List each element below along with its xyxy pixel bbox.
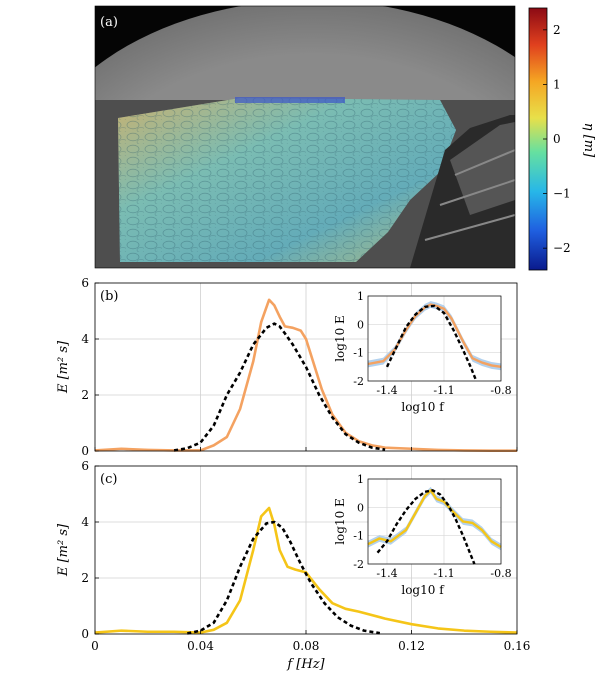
series-measured: [94, 506, 518, 634]
x-tick-label: 0: [91, 639, 99, 653]
inset-background: [368, 296, 501, 381]
y-tick-label: 6: [81, 276, 89, 290]
inset-x-label: log10 f: [401, 400, 445, 414]
x-axis-label: f [Hz]: [286, 657, 325, 672]
y-tick-label: 0: [81, 627, 89, 641]
colorbar-tick-label: 0: [553, 132, 561, 146]
x-tick-label: 0.04: [187, 639, 214, 653]
inset-x-tick-label: -1.1: [433, 384, 454, 397]
y-axis-label: E [m² s]: [56, 523, 71, 577]
inset-x-tick-label: -1.1: [433, 567, 454, 580]
inset-series-measured: [367, 489, 502, 549]
panel-tag: (b): [100, 289, 118, 304]
inset-x-tick-label: -1.4: [376, 384, 397, 397]
inset-loglog: -1.4 -1.1 -0.8 1 0 -1 -2 log10 f log10 E: [333, 473, 512, 597]
inset-y-tick-label: 0: [357, 501, 364, 514]
colorbar-tick-label: −2: [553, 241, 571, 255]
inset-x-label: log10 f: [401, 583, 445, 597]
y-tick-label: 2: [81, 571, 89, 585]
y-tick-label: 0: [81, 444, 89, 458]
inset-frame: [367, 295, 502, 382]
inset-x-tick-label: -0.8: [490, 384, 511, 397]
spectrum-plot-b: 0 2 4 6 E [m² s] (b) -1.4 -1.1 -0.8 1 0 -1 -2 log10 f…: [56, 276, 518, 458]
inset-y-tick-label: -2: [353, 375, 364, 388]
series-model: [173, 322, 386, 452]
colorbar-tick-label: 2: [553, 23, 561, 37]
inset-y-tick-label: 1: [357, 473, 364, 486]
inset-series-model: [385, 304, 478, 382]
inset-y-tick-label: -1: [353, 347, 364, 360]
colorbar-tick-label: −1: [553, 187, 571, 201]
inset-x-tick-label: -0.8: [490, 567, 511, 580]
y-tick-label: 4: [81, 332, 89, 346]
y-axis-label: E [m² s]: [56, 340, 71, 394]
colorbar-label: η [m]: [581, 123, 596, 158]
panel-a-tag: (a): [100, 15, 118, 30]
inset-frame: [367, 478, 502, 565]
inset-y-tick-label: 1: [357, 290, 364, 303]
inset-y-tick-label: 0: [357, 318, 364, 331]
spectrum-plot-c: 0 0.04 0.08 0.12 0.16 0 2 4 6 E [m² s] f [Hz] (c) -1…: [56, 459, 530, 672]
inset-y-tick-label: -2: [353, 558, 364, 571]
wave-field-image: [95, 6, 515, 268]
y-tick-label: 2: [81, 388, 89, 402]
y-tick-label: 4: [81, 515, 89, 529]
x-tick-label: 0.16: [504, 639, 531, 653]
inset-series-model: [376, 489, 476, 565]
inset-y-label: log10 E: [333, 498, 347, 545]
inset-x-tick-label: -1.4: [376, 567, 397, 580]
panel-tag: (c): [100, 472, 117, 487]
colorbar-tick-label: 1: [553, 77, 561, 91]
inset-loglog: -1.4 -1.1 -0.8 1 0 -1 -2 log10 f log10 E: [333, 290, 512, 414]
x-tick-label: 0.12: [398, 639, 425, 653]
x-tick-label: 0.08: [293, 639, 320, 653]
inset-y-label: log10 E: [333, 315, 347, 362]
inset-y-tick-label: -1: [353, 530, 364, 543]
y-tick-label: 6: [81, 459, 89, 473]
series-measured: [94, 298, 517, 453]
inset-uncertainty-band: [368, 301, 501, 371]
